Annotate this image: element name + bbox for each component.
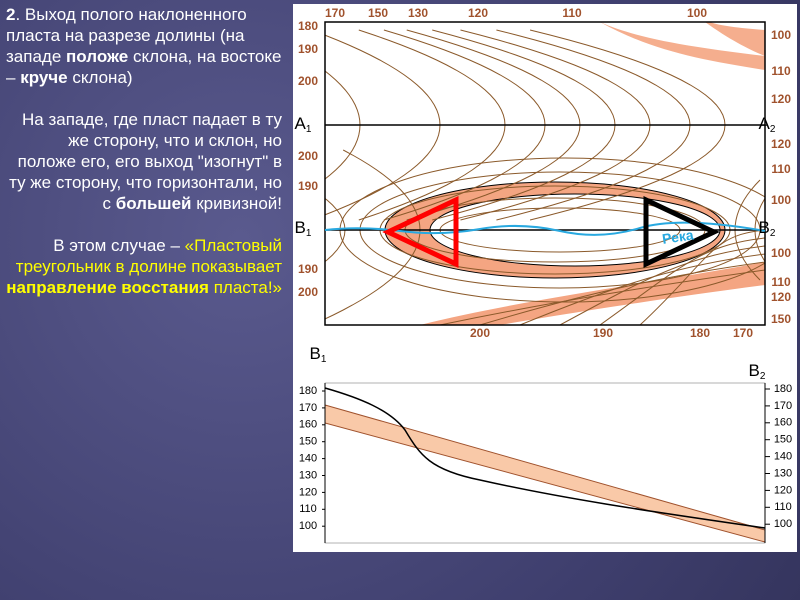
river xyxy=(324,221,766,236)
contour-label: 100 xyxy=(771,193,791,207)
text-run: В этом случае – xyxy=(53,236,185,255)
y-tick-label: 120 xyxy=(299,486,317,498)
text-run: склона, на востоке – xyxy=(6,47,282,87)
text-run: кривизной! xyxy=(191,194,282,213)
text-run: круче xyxy=(20,68,68,87)
point-letter: B xyxy=(749,361,760,380)
point-sub: 2 xyxy=(760,371,766,382)
contour-label: 150 xyxy=(771,312,791,326)
point-sub: 1 xyxy=(321,354,327,365)
contour-label: 110 xyxy=(771,162,791,176)
slide-text: 2. Выход полого наклоненного пласта на р… xyxy=(6,4,282,319)
contour xyxy=(325,149,421,320)
y-tick-label: 180 xyxy=(774,383,792,395)
contour xyxy=(559,245,765,325)
map-frame xyxy=(324,21,766,326)
contour-label: 180 xyxy=(690,326,710,340)
red-triangle xyxy=(382,196,459,268)
y-tick-label: 150 xyxy=(774,434,792,446)
contour-label: 190 xyxy=(298,262,318,276)
text-run: . Выход полого наклоненного пласта на ра… xyxy=(6,5,247,66)
paragraph: На западе, где пласт падает в ту же стор… xyxy=(6,109,282,214)
contour-label: 200 xyxy=(298,149,318,163)
text-run: пласта!» xyxy=(208,278,282,297)
text-run: склона) xyxy=(67,68,133,87)
y-tick-label: 120 xyxy=(774,484,792,496)
y-tick-label: 170 xyxy=(299,402,317,414)
contour xyxy=(519,253,765,325)
map xyxy=(325,22,765,325)
point-label: B2 xyxy=(749,361,766,381)
y-tick-label: 130 xyxy=(299,469,317,481)
contour-label: 170 xyxy=(325,6,345,20)
y-tick-label: 150 xyxy=(299,436,317,448)
point-letter: A xyxy=(759,114,771,133)
contour-label: 120 xyxy=(771,137,791,151)
point-label: B1 xyxy=(295,218,312,238)
contour-label: 100 xyxy=(771,246,791,260)
y-tick-label: 110 xyxy=(774,501,792,513)
contour-label: 110 xyxy=(771,275,791,289)
contour xyxy=(479,261,765,325)
contour-label: 130 xyxy=(408,6,428,20)
y-tick-label: 140 xyxy=(774,451,792,463)
point-label: B2 xyxy=(759,218,776,238)
contour-label: 200 xyxy=(470,326,490,340)
paragraph: 2. Выход полого наклоненного пласта на р… xyxy=(6,4,282,88)
point-letter: B xyxy=(759,218,770,237)
contour-label: 110 xyxy=(562,6,582,20)
contour-label: 190 xyxy=(298,42,318,56)
point-letter: B xyxy=(310,344,321,363)
point-sub: 2 xyxy=(770,228,776,239)
text-run: На западе, где пласт падает в ту же стор… xyxy=(9,110,282,213)
point-letter: A xyxy=(295,114,307,133)
text-run: положе xyxy=(66,47,129,66)
point-label: A1 xyxy=(295,114,312,134)
y-tick-label: 160 xyxy=(774,417,792,429)
text-run: большей xyxy=(115,194,192,213)
y-tick-label: 180 xyxy=(299,385,317,397)
y-tick-label: 100 xyxy=(774,518,792,530)
contour-label: 120 xyxy=(771,92,791,106)
contour xyxy=(599,237,765,325)
contour-label: 110 xyxy=(771,64,791,78)
layer-outcrop xyxy=(420,262,765,325)
point-sub: 1 xyxy=(306,124,312,135)
y-tick-label: 140 xyxy=(299,453,317,465)
point-label: A2 xyxy=(759,114,776,134)
contour-label: 150 xyxy=(368,6,388,20)
y-tick-label: 100 xyxy=(299,520,317,532)
point-sub: 2 xyxy=(770,124,776,135)
contour-label: 180 xyxy=(298,19,318,33)
profile-terrain xyxy=(324,387,766,529)
y-tick-label: 110 xyxy=(299,503,317,515)
contour-label: 120 xyxy=(468,6,488,20)
river-label: Река xyxy=(661,227,695,247)
point-letter: B xyxy=(295,218,306,237)
contour xyxy=(439,269,765,325)
point-sub: 1 xyxy=(306,228,312,239)
contour-label: 100 xyxy=(687,6,707,20)
paragraph: В этом случае – «Пластовый треугольник в… xyxy=(6,235,282,298)
contour-label: 190 xyxy=(298,179,318,193)
y-tick-label: 160 xyxy=(299,419,317,431)
contour-label: 100 xyxy=(771,28,791,42)
black-triangle xyxy=(643,196,720,268)
contour xyxy=(639,229,765,325)
y-tick-label: 130 xyxy=(774,467,792,479)
contour-label: 200 xyxy=(298,74,318,88)
point-label: B1 xyxy=(310,344,327,364)
contour-label: 200 xyxy=(298,285,318,299)
contour-label: 120 xyxy=(771,290,791,304)
text-run: 2 xyxy=(6,5,16,24)
text-run: «Пластовый треугольник в долине показыва… xyxy=(15,236,282,276)
y-tick-label: 170 xyxy=(774,400,792,412)
contour xyxy=(325,197,346,263)
text-run: направление восстания xyxy=(6,278,209,297)
contour-label: 190 xyxy=(593,326,613,340)
contour-label: 170 xyxy=(733,326,753,340)
layer-outcrop xyxy=(540,22,765,70)
